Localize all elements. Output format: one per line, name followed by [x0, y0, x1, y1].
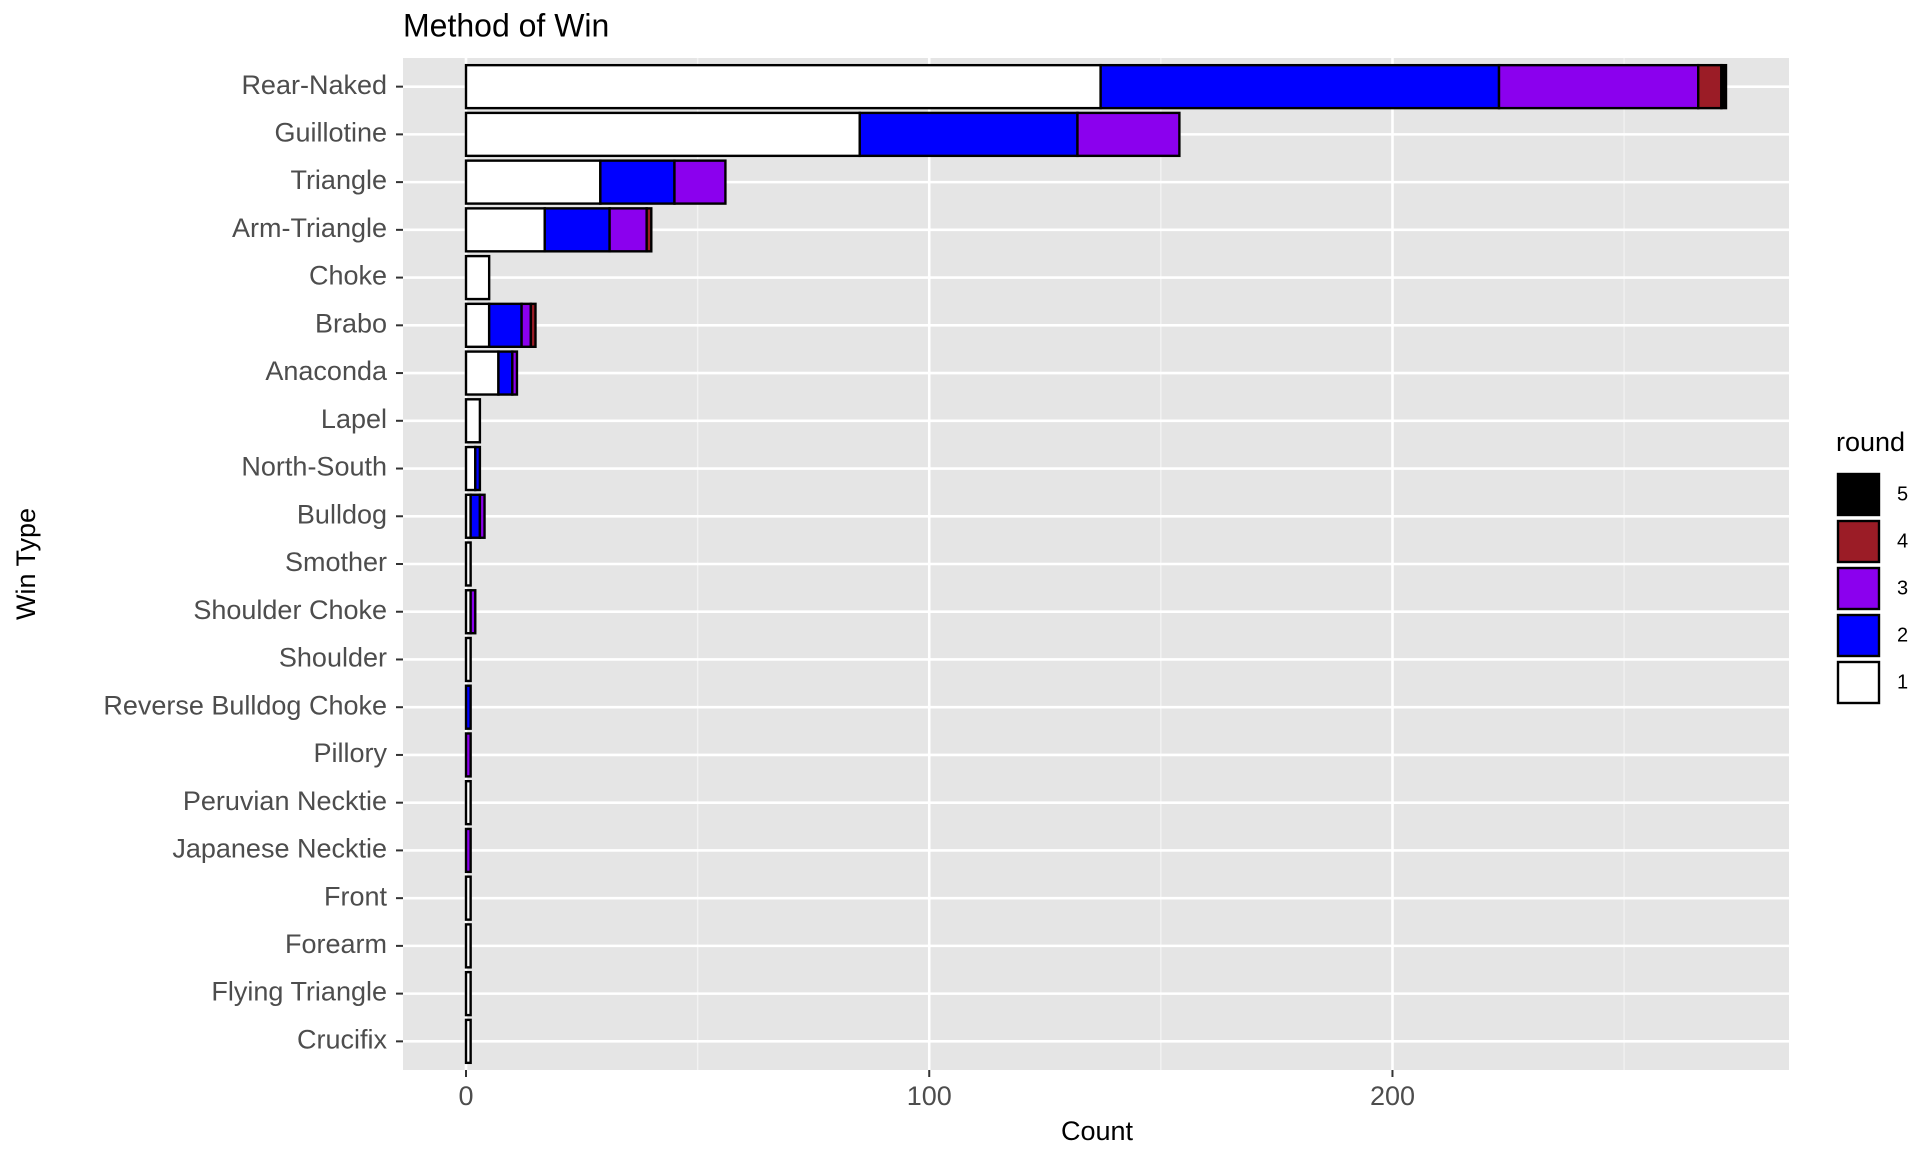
- y-tick-label: Shoulder Choke: [193, 595, 387, 625]
- bar-segment: [464, 970, 472, 1017]
- y-axis-label: Win Type: [11, 508, 41, 620]
- bar-segment: [464, 350, 500, 396]
- bar-segment: [464, 63, 1102, 110]
- bar-segment: [464, 398, 482, 444]
- chart-title: Method of Win: [403, 7, 609, 43]
- bar-segment: [464, 254, 491, 301]
- bar-segment: [469, 589, 477, 635]
- legend-key: [1836, 519, 1881, 564]
- bar-segment: [464, 302, 491, 349]
- legend-key: [1836, 566, 1881, 611]
- y-tick-label: North-South: [241, 452, 387, 482]
- y-tick-label: Arm-Triangle: [232, 213, 387, 243]
- y-tick-label: Triangle: [290, 165, 387, 195]
- bar-segment: [469, 493, 482, 539]
- bar-segment: [673, 159, 727, 205]
- bar-segment: [858, 111, 1079, 158]
- bar-segment: [464, 732, 472, 778]
- bar-segment: [497, 350, 514, 396]
- y-tick-label: Choke: [309, 261, 387, 291]
- bar-segment: [487, 302, 523, 349]
- y-tick-label: Guillotine: [274, 118, 387, 148]
- bar-segment: [478, 493, 486, 539]
- bar-segment: [464, 875, 472, 921]
- bar-segment: [1697, 63, 1723, 110]
- bar-segment: [464, 445, 477, 492]
- x-tick-label: 0: [458, 1081, 473, 1111]
- bar-segment: [464, 159, 602, 205]
- y-tick-label: Smother: [285, 547, 387, 577]
- y-tick-label: Japanese Necktie: [172, 834, 387, 864]
- legend-key: [1836, 660, 1881, 705]
- x-tick-label: 200: [1370, 1081, 1415, 1111]
- legend-label: 4: [1897, 530, 1908, 552]
- bar-segment: [511, 350, 519, 396]
- y-tick-label: Pillory: [313, 738, 387, 768]
- bar-segment: [1720, 63, 1728, 110]
- legend-label: 3: [1897, 577, 1908, 599]
- y-tick-label: Reverse Bulldog Choke: [103, 690, 387, 720]
- legend-title: round: [1836, 427, 1905, 457]
- bar-segment: [1099, 63, 1501, 110]
- y-tick-label: Flying Triangle: [211, 977, 387, 1007]
- y-tick-label: Shoulder: [279, 643, 387, 673]
- legend-label: 5: [1897, 483, 1908, 505]
- bar-segment: [543, 207, 611, 253]
- legend-label: 2: [1897, 624, 1908, 646]
- legend-label: 1: [1897, 671, 1908, 693]
- bar-segment: [474, 445, 482, 492]
- x-axis-label: Count: [1061, 1116, 1134, 1146]
- bar-segment: [464, 779, 472, 826]
- y-tick-label: Anaconda: [265, 356, 388, 386]
- y-tick-label: Rear-Naked: [241, 70, 387, 100]
- bar-segment: [520, 302, 533, 349]
- bar-segment: [608, 207, 648, 253]
- bar-segment: [1497, 63, 1700, 110]
- bar-segment: [645, 207, 653, 253]
- bar-segment: [1076, 111, 1181, 158]
- bar-segment: [464, 541, 472, 587]
- bar-segment: [464, 111, 861, 158]
- legend-key: [1836, 613, 1881, 658]
- bar-segment: [464, 684, 472, 730]
- y-tick-label: Brabo: [315, 308, 387, 338]
- y-tick-label: Forearm: [285, 929, 387, 959]
- bar-segment: [529, 302, 537, 349]
- x-tick-label: 100: [907, 1081, 952, 1111]
- bar-segment: [599, 159, 676, 205]
- bar-segment: [464, 923, 472, 969]
- y-tick-label: Lapel: [321, 404, 387, 434]
- bar-segment: [464, 207, 546, 253]
- y-tick-label: Front: [324, 881, 388, 911]
- y-tick-label: Bulldog: [297, 499, 387, 529]
- bar-segment: [464, 1018, 472, 1065]
- y-tick-label: Crucifix: [297, 1024, 388, 1054]
- bar-segment: [464, 827, 472, 874]
- bar-segment: [464, 636, 472, 683]
- legend-key: [1836, 472, 1881, 517]
- y-tick-label: Peruvian Necktie: [183, 786, 387, 816]
